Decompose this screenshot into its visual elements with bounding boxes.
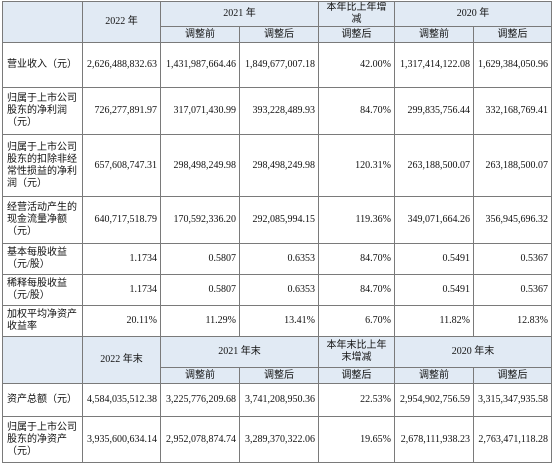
value-cell: 2,763,471,118.28 — [473, 416, 552, 463]
header-2021-end-after: 调整后 — [239, 367, 319, 384]
value-cell: 263,188,500.07 — [394, 134, 474, 197]
row-label: 归属于上市公司股东的扣除非经常性损益的净利润（元） — [2, 134, 83, 197]
value-cell: 3,225,776,209.68 — [160, 383, 240, 417]
row-label: 稀释每股收益（元/股） — [2, 274, 83, 306]
value-cell: 1,629,384,050.96 — [473, 42, 552, 88]
header-2022-end: 2022 年末 — [82, 336, 161, 384]
value-cell: 0.5807 — [160, 243, 240, 275]
value-cell: 0.6353 — [239, 274, 319, 306]
value-cell: 2,954,902,756.59 — [394, 383, 474, 417]
value-cell: 299,835,756.44 — [394, 87, 474, 135]
table-row: 归属于上市公司股东的扣除非经常性损益的净利润（元） 657,608,747.31… — [2, 134, 552, 197]
header-2022: 2022 年 — [82, 1, 161, 43]
change-cell: 84.70% — [318, 243, 395, 275]
header-2021-end-before: 调整前 — [160, 367, 240, 384]
row-label: 资产总额（元） — [2, 383, 83, 417]
row-label: 基本每股收益（元/股） — [2, 243, 83, 275]
value-cell: 3,741,208,950.36 — [239, 383, 319, 417]
row-label: 加权平均净资产收益率 — [2, 305, 83, 337]
value-cell: 4,584,035,512.38 — [82, 383, 161, 417]
header-change-end: 本年末比上年末增减 — [318, 336, 395, 368]
table-row: 归属于上市公司股东的净利润（元） 726,277,891.97 317,071,… — [2, 87, 552, 135]
value-cell: 298,498,249.98 — [160, 134, 240, 197]
value-cell: 393,228,489.93 — [239, 87, 319, 135]
header-2021: 2021 年 — [160, 1, 319, 27]
header-2020-end-before: 调整前 — [394, 367, 474, 384]
value-cell: 170,592,336.20 — [160, 196, 240, 244]
value-cell: 332,168,769.41 — [473, 87, 552, 135]
header-row-adjust-2: 调整前 调整后 调整后 调整前 调整后 — [3, 367, 552, 384]
header-2021-end: 2021 年末 — [160, 336, 319, 368]
value-cell: 11.29% — [160, 305, 240, 337]
row-label: 营业收入（元） — [2, 42, 83, 88]
header-row-years: 2022 年 2021 年 本年比上年增减 2020 年 — [2, 1, 552, 43]
value-cell: 2,626,488,832.63 — [82, 42, 161, 88]
table-row: 经营活动产生的现金流量净额（元） 640,717,518.79 170,592,… — [2, 196, 552, 244]
header-2021-before: 调整前 — [160, 26, 240, 43]
row-label: 归属于上市公司股东的净利润（元） — [2, 87, 83, 135]
key-financial-data-table: 2022 年 2021 年 本年比上年增减 2020 年 调整前 调整后 调整后… — [2, 1, 552, 463]
value-cell: 20.11% — [82, 305, 161, 337]
change-cell: 19.65% — [318, 416, 395, 463]
row-label: 经营活动产生的现金流量净额（元） — [2, 196, 83, 244]
change-cell: 119.36% — [318, 196, 395, 244]
table-row: 加权平均净资产收益率 20.11% 11.29% 13.41% 6.70% 11… — [2, 305, 552, 337]
header-2020-after: 调整后 — [473, 26, 552, 43]
value-cell: 657,608,747.31 — [82, 134, 161, 197]
header-2021-after: 调整后 — [239, 26, 319, 43]
financial-table-container: 2022 年 2021 年 本年比上年增减 2020 年 调整前 调整后 调整后… — [2, 1, 552, 463]
header-change: 本年比上年增减 — [318, 1, 395, 27]
header-change-end-after: 调整后 — [318, 367, 395, 384]
value-cell: 0.5491 — [394, 243, 474, 275]
value-cell: 0.5367 — [473, 243, 552, 275]
value-cell: 263,188,500.07 — [473, 134, 552, 197]
value-cell: 1,431,987,664.46 — [160, 42, 240, 88]
value-cell: 349,071,664.26 — [394, 196, 474, 244]
value-cell: 317,071,430.99 — [160, 87, 240, 135]
header-2020: 2020 年 — [394, 1, 552, 27]
table-row: 基本每股收益（元/股） 1.1734 0.5807 0.6353 84.70% … — [2, 243, 552, 275]
header-2020-before: 调整前 — [394, 26, 474, 43]
value-cell: 292,085,994.15 — [239, 196, 319, 244]
value-cell: 0.5491 — [394, 274, 474, 306]
value-cell: 3,289,370,322.06 — [239, 416, 319, 463]
change-cell: 120.31% — [318, 134, 395, 197]
row-label: 归属于上市公司股东的净资产（元） — [2, 416, 83, 463]
table-row: 归属于上市公司股东的净资产（元） 3,935,600,634.14 2,952,… — [2, 416, 552, 463]
value-cell: 640,717,518.79 — [82, 196, 161, 244]
value-cell: 298,498,249.98 — [239, 134, 319, 197]
header-2020-end: 2020 年末 — [394, 336, 552, 368]
value-cell: 2,678,111,938.23 — [394, 416, 474, 463]
header-corner-cell-2 — [2, 336, 83, 384]
header-row-year-ends: 2022 年末 2021 年末 本年末比上年末增减 2020 年末 — [2, 336, 552, 384]
header-2020-end-after: 调整后 — [473, 367, 552, 384]
value-cell: 0.6353 — [239, 243, 319, 275]
value-cell: 3,935,600,634.14 — [82, 416, 161, 463]
value-cell: 12.83% — [473, 305, 552, 337]
value-cell: 3,315,347,935.58 — [473, 383, 552, 417]
header-corner-cell — [2, 1, 83, 43]
value-cell: 1.1734 — [82, 243, 161, 275]
value-cell: 0.5807 — [160, 274, 240, 306]
change-cell: 84.70% — [318, 87, 395, 135]
change-cell: 6.70% — [318, 305, 395, 337]
table-row: 资产总额（元） 4,584,035,512.38 3,225,776,209.6… — [2, 383, 552, 417]
table-row: 稀释每股收益（元/股） 1.1734 0.5807 0.6353 84.70% … — [2, 274, 552, 306]
value-cell: 0.5367 — [473, 274, 552, 306]
change-cell: 22.53% — [318, 383, 395, 417]
value-cell: 1.1734 — [82, 274, 161, 306]
change-cell: 84.70% — [318, 274, 395, 306]
value-cell: 2,952,078,874.74 — [160, 416, 240, 463]
table-row: 营业收入（元） 2,626,488,832.63 1,431,987,664.4… — [2, 42, 552, 88]
value-cell: 1,849,677,007.18 — [239, 42, 319, 88]
value-cell: 13.41% — [239, 305, 319, 337]
change-cell: 42.00% — [318, 42, 395, 88]
value-cell: 726,277,891.97 — [82, 87, 161, 135]
header-change-after: 调整后 — [318, 26, 395, 43]
value-cell: 356,945,696.32 — [473, 196, 552, 244]
value-cell: 11.82% — [394, 305, 474, 337]
value-cell: 1,317,414,122.08 — [394, 42, 474, 88]
